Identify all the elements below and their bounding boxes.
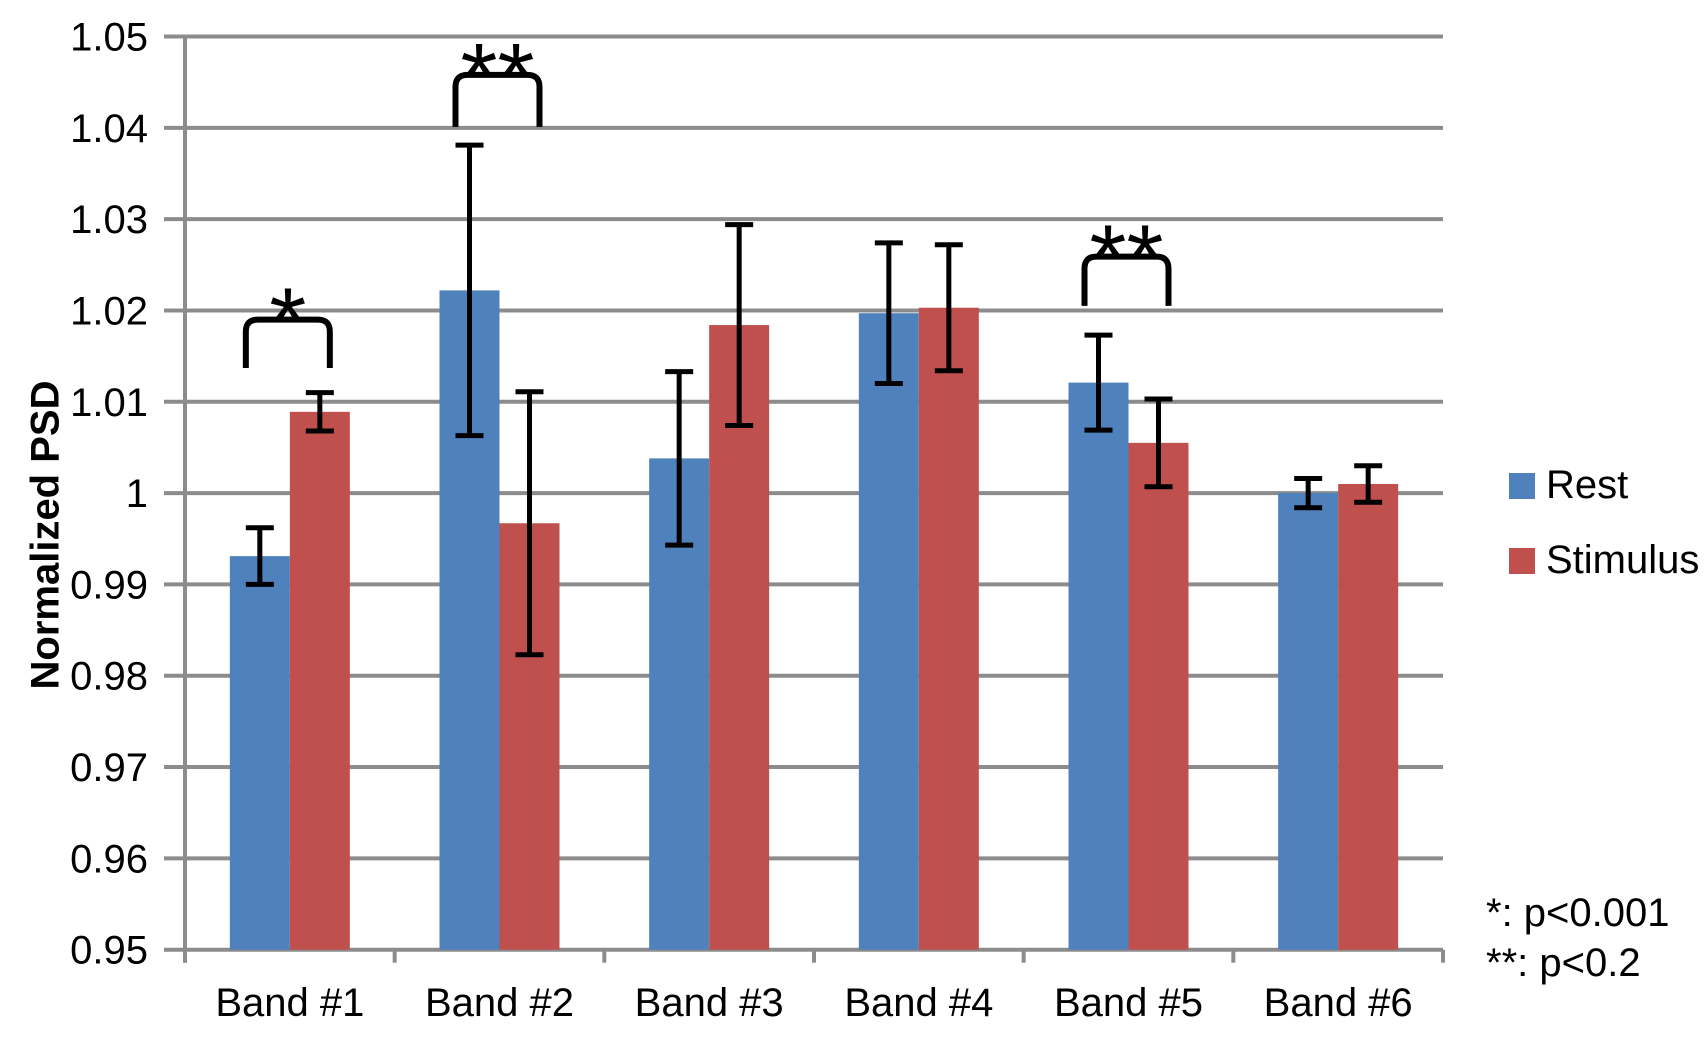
y-tick-label: 0.96 <box>70 837 148 881</box>
significance-footnote: *: p<0.001 **: p<0.2 <box>1486 888 1670 988</box>
legend-item-stimulus: Stimulus <box>1509 537 1699 584</box>
legend-item-rest: Rest <box>1509 462 1699 509</box>
legend-swatch-rest <box>1509 472 1535 499</box>
bar-stimulus-band-3 <box>709 325 770 950</box>
x-axis-label-band-5: Band #5 <box>1054 981 1203 1025</box>
x-axis-label-band-3: Band #3 <box>635 981 784 1025</box>
significance-bracket-band-1 <box>242 316 333 368</box>
y-tick-label: 0.95 <box>70 929 148 973</box>
bar-rest-band-6 <box>1278 493 1339 950</box>
y-tick-label: 0.97 <box>70 746 148 790</box>
x-axis-label-band-2: Band #2 <box>425 981 574 1025</box>
y-tick-label: 1.04 <box>70 107 148 151</box>
x-axis-label-band-6: Band #6 <box>1264 981 1413 1025</box>
x-axis-label-band-4: Band #4 <box>844 981 993 1025</box>
significance-bracket-band-2 <box>452 71 543 127</box>
y-tick-label: 1.01 <box>70 381 148 425</box>
legend-label-rest: Rest <box>1546 463 1629 507</box>
bar-stimulus-band-4 <box>918 307 979 950</box>
legend-label-stimulus: Stimulus <box>1546 538 1700 582</box>
y-tick-label: 1 <box>126 472 148 516</box>
legend: Rest Stimulus <box>1509 462 1699 612</box>
footnote-line-1: *: p<0.001 <box>1486 891 1670 935</box>
bar-rest-band-5 <box>1068 382 1129 950</box>
bar-stimulus-band-1 <box>289 411 350 950</box>
significance-label-band-5: ** <box>1090 206 1164 312</box>
legend-swatch-stimulus <box>1509 547 1535 574</box>
bar-rest-band-1 <box>229 556 290 950</box>
significance-bracket-band-5 <box>1081 253 1172 306</box>
significance-label-band-2: ** <box>461 24 535 130</box>
y-tick-label: 0.99 <box>70 563 148 607</box>
y-tick-label: 1.02 <box>70 289 148 333</box>
bar-stimulus-band-6 <box>1338 483 1399 950</box>
footnote-line-2: **: p<0.2 <box>1486 941 1641 985</box>
bar-stimulus-band-5 <box>1128 442 1189 950</box>
bar-rest-band-4 <box>858 313 919 950</box>
x-axis-label-band-1: Band #1 <box>215 981 364 1025</box>
y-tick-label: 1.03 <box>70 198 148 242</box>
y-axis-title: Normalized PSD <box>23 380 68 690</box>
y-tick-label: 0.98 <box>70 655 148 699</box>
significance-label-band-1: * <box>269 269 306 375</box>
y-tick-label: 1.05 <box>70 16 148 60</box>
